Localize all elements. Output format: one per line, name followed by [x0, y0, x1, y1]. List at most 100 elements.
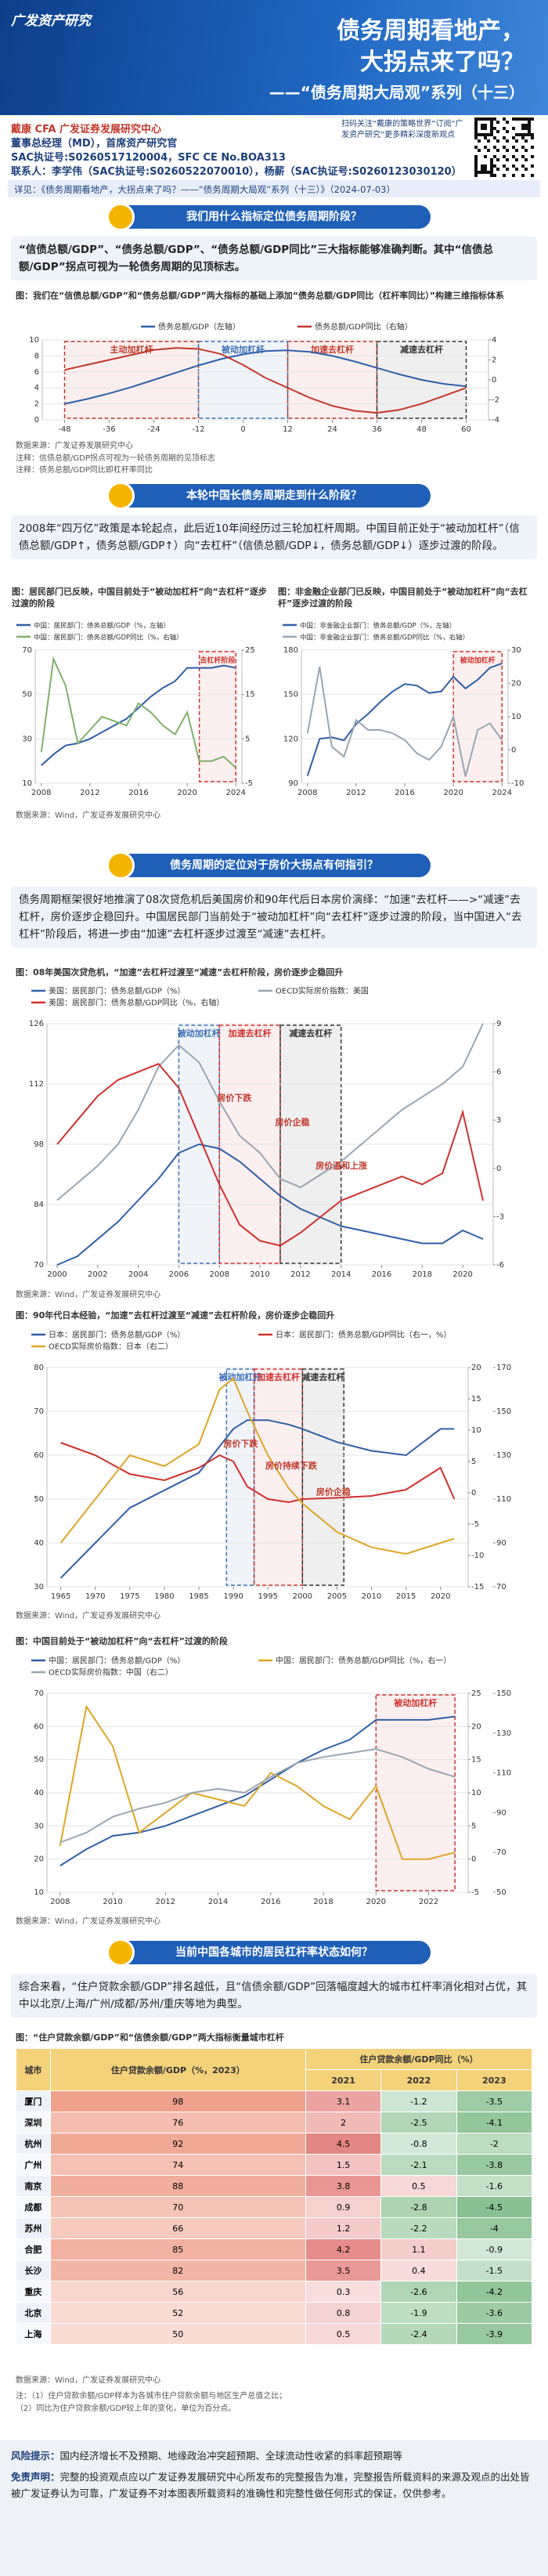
qr-cell	[506, 168, 509, 171]
qr-cell	[487, 117, 490, 121]
risk: 风险提示：国内经济增长不及预期、地缘政治冲突超预期、全球流动性收紧的斜率超预期等	[11, 2448, 537, 2464]
qr-cell	[490, 174, 493, 177]
qr-cell	[490, 164, 493, 168]
y-tick-label: 50	[34, 1495, 44, 1504]
y2-tick-label: 5	[245, 735, 250, 743]
y3-tick-label: 150	[496, 1689, 511, 1698]
x-tick-label: 24	[327, 425, 337, 434]
y3-tick-label: 50	[496, 1888, 507, 1897]
qr-cell	[490, 124, 493, 127]
logo: 广发资产研究	[11, 13, 91, 29]
qr-cell	[478, 117, 481, 121]
y2-tick-label: -15	[471, 1583, 484, 1591]
city-cell: 合肥	[16, 2238, 51, 2260]
qr-cell	[521, 136, 525, 139]
x-tick-label: 2020	[431, 1592, 450, 1601]
y2-tick-label: 3	[496, 1116, 501, 1125]
value-cell: -0.8	[380, 2133, 457, 2155]
series-line	[64, 347, 467, 414]
qr-cell	[518, 117, 521, 121]
qr-text: 扫码关注“戴康的策略世界”订阅“广发资产研究”更多精彩深度新观点	[341, 120, 463, 139]
heading-icon	[106, 203, 135, 231]
x-tick-label: 1995	[258, 1592, 278, 1601]
city-cell: 南京	[16, 2175, 51, 2197]
qr-cell	[474, 158, 478, 161]
x-tick-label: -36	[103, 425, 115, 434]
qr-cell	[490, 130, 493, 133]
paragraph: 2008年“四万亿”政策是本轮起点，此后近10年间经历过三轮加杠杆周期。中国目前…	[11, 515, 537, 559]
phase-region	[301, 1368, 344, 1586]
phase-label: 被动加杠杆	[394, 1697, 437, 1708]
y-tick-label: 8	[34, 352, 39, 360]
qr-cell	[487, 133, 490, 136]
value-cell: 66	[49, 2217, 306, 2239]
header-cell: 2022	[380, 2069, 457, 2091]
qr-cell	[531, 133, 534, 136]
value-cell: 1.5	[305, 2154, 382, 2176]
x-tick-label: 2000	[47, 1270, 67, 1279]
y-tick-label: 4	[34, 384, 39, 392]
qr-cell	[484, 164, 487, 168]
qr-cell	[484, 171, 487, 174]
city-cell: 苏州	[16, 2217, 51, 2239]
qr-cell	[481, 124, 484, 127]
qr-cell	[496, 139, 499, 143]
legend-label: 中国：居民部门：债务总额/GDP（%）	[49, 1656, 185, 1666]
phase-region	[225, 1368, 255, 1586]
y-tick-label: 40	[34, 1539, 44, 1548]
value-cell: 56	[49, 2281, 306, 2303]
y-tick-label: 84	[34, 1201, 44, 1209]
source: 数据来源：Wind，广发证券发展研究中心	[16, 1917, 161, 1926]
qr-cell	[515, 117, 518, 121]
qr-cell	[528, 130, 531, 133]
qr-cell	[474, 164, 478, 168]
annotation: 房价持续下跌	[265, 1460, 318, 1471]
legend-label: OECD实际房价指数：中国（右二）	[49, 1667, 173, 1678]
y2-tick-label: 5	[471, 1822, 476, 1830]
qr-cell	[496, 121, 499, 124]
series-line	[306, 663, 503, 776]
paragraph: “信债总额/GDP”、“债务总额/GDP”、“债务总额/GDP同比”三大指标能够…	[11, 237, 537, 280]
y2-tick-label: 25	[471, 1689, 481, 1698]
value-cell: -3.9	[456, 2323, 533, 2345]
value-cell: 74	[49, 2154, 306, 2176]
value-cell: -3.5	[456, 2090, 533, 2112]
x-tick-label: 2010	[103, 1898, 122, 1906]
value-cell: 0.8	[305, 2302, 382, 2324]
disclaimer-text: 完整的投资观点应以广发证券发展研究中心所发布的完整报告为准，完整报告所载资料的来…	[11, 2471, 530, 2499]
y3-tick-label: 70	[496, 1848, 507, 1857]
value-cell: 2	[305, 2112, 382, 2133]
header-row: 2021 2022 2023	[16, 2069, 533, 2091]
table-row: 重庆 56 0.3 -2.6 -4.2	[16, 2281, 533, 2303]
city-cell: 厦门	[16, 2090, 51, 2112]
author: 戴康 CFA 广发证券发展研究中心	[11, 124, 162, 135]
y-tick-label: 0	[34, 416, 39, 425]
qr-cell	[512, 155, 515, 158]
qr-cell	[521, 127, 525, 130]
y2-tick-label: 20	[471, 1722, 481, 1731]
series-line	[59, 1419, 455, 1579]
heading-icon	[106, 1938, 135, 1967]
qr-cell	[521, 146, 525, 149]
phase-label: 去杠杆阶段	[200, 656, 236, 665]
value-cell: -0.9	[456, 2238, 533, 2260]
x-tick-label: 2008	[31, 789, 51, 797]
x-tick-label: 2020	[443, 789, 463, 797]
x-tick-label: 2010	[250, 1270, 269, 1279]
value-cell: -3.6	[456, 2302, 533, 2324]
value-cell: -1.6	[456, 2175, 533, 2197]
legend-label: 债务总额/GDP同比（右轴）	[315, 322, 413, 332]
qr-cell	[478, 171, 481, 174]
qr-cell	[490, 121, 493, 124]
value-cell: 50	[49, 2323, 306, 2345]
heading-text: 当前中国各城市的居民杠杆率状态如何？	[175, 1946, 373, 1959]
chart: 被动加杠杆 加速去杠杆 减速去杠杆 70 84 98 112 126 -6 -3 0 3 6 9 2000 2…	[29, 986, 504, 1280]
x-tick-label: 2012	[156, 1898, 175, 1906]
y2-tick-label: 20	[511, 680, 521, 688]
value-cell: 0.3	[305, 2281, 382, 2303]
y-tick-label: 126	[29, 1020, 44, 1028]
x-tick-label: 2020	[177, 789, 196, 797]
qr-cell	[531, 155, 534, 158]
x-tick-label: 2008	[297, 789, 317, 797]
qr-cell	[474, 136, 478, 139]
